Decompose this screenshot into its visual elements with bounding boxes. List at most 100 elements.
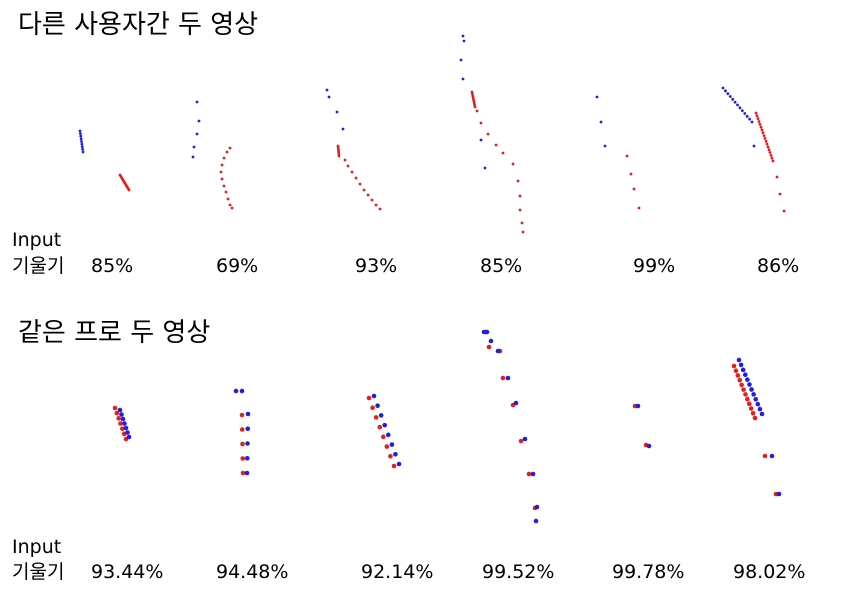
blue-point: [462, 39, 466, 43]
red-point: [230, 206, 234, 210]
red-point: [354, 176, 358, 180]
red-point: [769, 153, 773, 157]
blue-point: [233, 388, 239, 394]
blue-point: [80, 145, 84, 149]
red-point: [220, 177, 224, 181]
blue-point: [239, 388, 245, 394]
blue-point: [747, 382, 752, 387]
blue-point: [191, 155, 195, 159]
red-point: [761, 131, 765, 135]
blue-point: [740, 109, 744, 113]
red-point: [768, 151, 772, 154]
red-point: [731, 363, 737, 369]
similarity-value: 86%: [757, 255, 800, 277]
similarity-value: 94.48%: [216, 561, 289, 583]
similarity-value: 92.14%: [361, 561, 434, 583]
red-point: [743, 392, 748, 397]
blue-point: [776, 491, 782, 497]
blue-point: [733, 100, 737, 104]
blue-point: [341, 127, 345, 131]
slope-label-top: 기울기: [12, 255, 65, 277]
blue-point: [736, 103, 739, 107]
blue-point: [120, 416, 126, 422]
blue-point: [126, 434, 132, 440]
red-point: [760, 128, 764, 132]
blue-point: [327, 95, 331, 99]
red-point: [471, 97, 475, 100]
blue-point: [79, 137, 83, 141]
red-point: [114, 410, 120, 416]
input-label-bottom: Input: [12, 536, 62, 558]
blue-point: [533, 518, 539, 524]
section-title-different-users: 다른 사용자간 두 영상: [18, 10, 259, 40]
blue-point: [81, 150, 85, 154]
red-point: [374, 203, 378, 207]
slope-label-bottom: 기울기: [12, 561, 65, 583]
red-point: [225, 150, 229, 154]
red-point: [377, 424, 383, 430]
red-point: [370, 405, 375, 411]
red-point: [479, 121, 483, 125]
blue-point: [740, 367, 746, 373]
blue-point: [755, 401, 761, 407]
red-point: [782, 209, 786, 213]
blue-point: [117, 407, 123, 413]
blue-point: [382, 422, 388, 428]
blue-point: [745, 377, 750, 382]
section-title-same-pro: 같은 프로 두 영상: [18, 318, 211, 348]
blue-point: [635, 403, 641, 409]
red-point: [764, 139, 768, 143]
blue-point: [759, 411, 765, 417]
blue-point: [757, 406, 763, 412]
blue-point: [195, 132, 199, 136]
red-point: [370, 198, 374, 202]
red-point: [766, 145, 770, 149]
red-point: [518, 194, 522, 198]
blue-point: [244, 455, 250, 461]
red-point: [759, 125, 763, 129]
blue-point: [495, 348, 501, 354]
blue-point: [197, 119, 201, 123]
red-point: [518, 208, 522, 212]
red-point: [384, 444, 390, 449]
similarity-value: 93%: [355, 255, 398, 277]
red-point: [757, 120, 761, 123]
blue-point: [122, 421, 127, 426]
blue-point: [192, 145, 196, 149]
red-point: [475, 109, 479, 113]
red-point: [750, 410, 756, 416]
red-point: [240, 441, 245, 447]
red-point: [741, 387, 746, 392]
red-point: [366, 193, 370, 197]
blue-point: [79, 134, 83, 138]
similarity-value: 93.44%: [91, 561, 164, 583]
red-point: [337, 154, 341, 158]
blue-point: [731, 97, 735, 101]
similarity-value: 98.02%: [733, 561, 806, 583]
red-point: [632, 187, 636, 191]
red-point: [778, 192, 782, 196]
red-point: [755, 114, 759, 118]
red-point: [226, 197, 230, 201]
blue-point: [335, 110, 339, 114]
red-point: [637, 206, 641, 210]
red-point: [350, 170, 354, 174]
red-point: [501, 151, 505, 155]
blue-point: [78, 132, 82, 136]
red-point: [767, 148, 771, 152]
red-point: [224, 190, 228, 194]
red-point: [366, 395, 372, 401]
red-point: [511, 162, 515, 166]
blue-point: [245, 441, 250, 446]
red-point: [239, 412, 245, 418]
red-point: [473, 105, 477, 109]
blue-point: [80, 142, 84, 146]
blue-point: [393, 451, 398, 457]
blue-point: [522, 436, 528, 442]
red-point: [240, 470, 246, 476]
blue-point: [750, 120, 754, 124]
blue-point: [534, 504, 540, 510]
blue-point: [749, 387, 754, 392]
red-point: [500, 375, 506, 381]
